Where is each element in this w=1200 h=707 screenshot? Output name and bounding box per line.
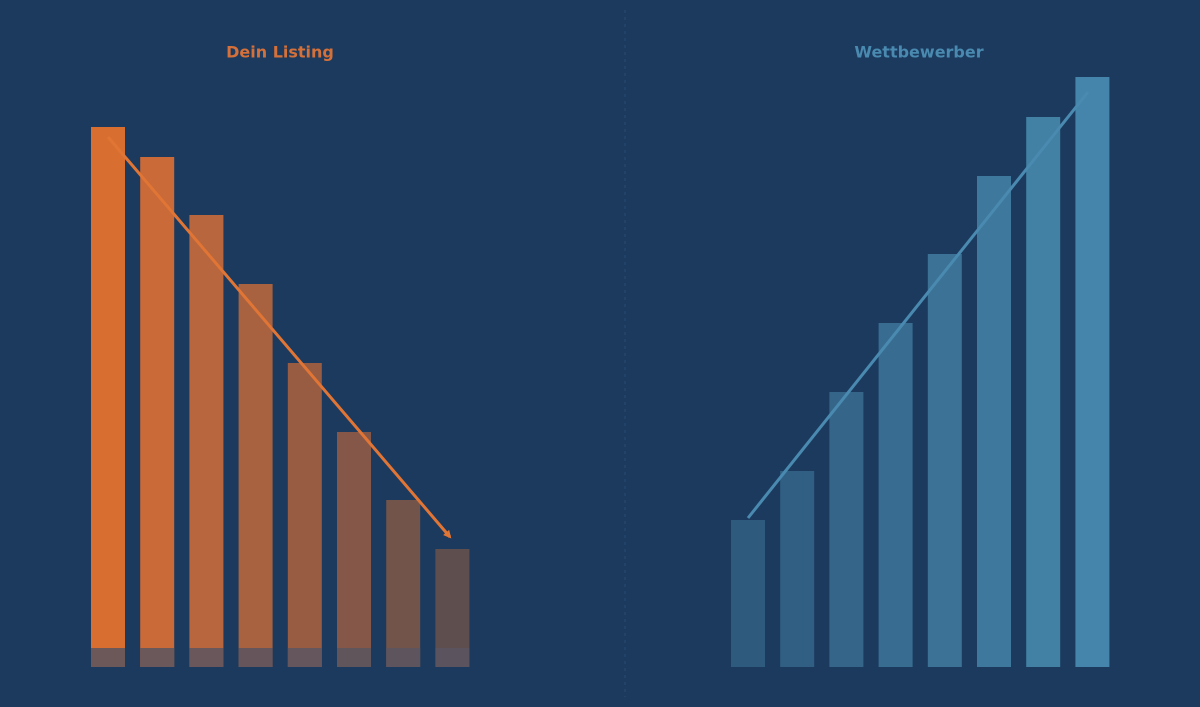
bar-base-shade — [287, 648, 322, 667]
trend-line — [746, 91, 1090, 519]
bar — [337, 432, 371, 667]
bar — [731, 520, 765, 667]
bar — [386, 500, 421, 667]
bar — [91, 127, 125, 667]
bar-base-shade — [91, 648, 125, 667]
bar — [927, 254, 962, 667]
bar — [189, 215, 224, 667]
bar-base-shade — [435, 648, 470, 667]
bar-base-shade — [386, 648, 421, 667]
bar-base-shade — [189, 648, 224, 667]
bar-base-shade — [337, 648, 371, 667]
bar — [140, 157, 175, 667]
bars — [91, 77, 1110, 667]
bar-base-shade — [140, 648, 175, 667]
bar-base-shade — [238, 648, 273, 667]
bar — [238, 284, 273, 667]
panel-title: Wettbewerber — [854, 43, 983, 62]
bar — [1075, 77, 1110, 667]
bar — [1026, 117, 1061, 667]
bar — [780, 471, 815, 667]
bar — [878, 323, 913, 667]
bar — [977, 176, 1011, 667]
bar — [435, 549, 470, 667]
trend-arrow — [106, 136, 452, 539]
bar — [287, 363, 322, 667]
bar — [829, 392, 864, 667]
panel-title: Dein Listing — [226, 43, 334, 62]
